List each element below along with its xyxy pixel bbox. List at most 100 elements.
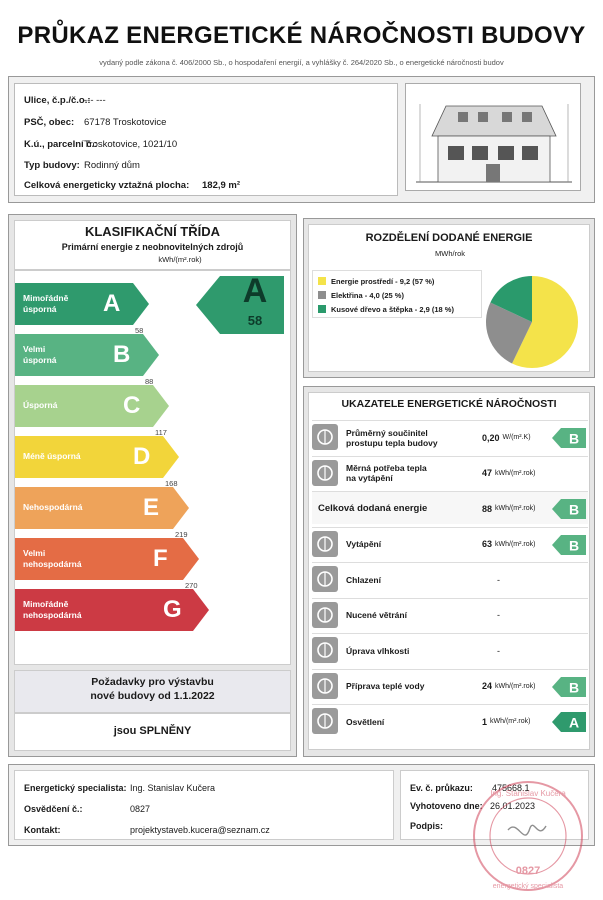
indicator-label: Měrná potřeba tepla na vytápění xyxy=(346,463,427,483)
specialist-label: Energetický specialista: xyxy=(24,783,127,793)
class-label-b: Velmi úsporná xyxy=(23,344,57,365)
indicator-value: 0,20 W/(m².K) xyxy=(482,421,531,454)
class-arrow-e: Nehospodárná E xyxy=(15,487,189,529)
class-threshold-f: 270 xyxy=(185,581,198,590)
indicator-number: 0,20 xyxy=(482,432,500,443)
svg-text:B: B xyxy=(569,502,579,518)
class-arrow-b: Velmi úsporná B xyxy=(15,334,159,376)
pie-slice xyxy=(512,276,578,368)
info-city-value: 67178 Troskotovice xyxy=(84,117,167,128)
class-arrow-d: Méně úsporná D xyxy=(15,436,179,478)
legend-label: Energie prostředí - 9,2 (57 %) xyxy=(331,276,435,286)
footer-left xyxy=(14,770,394,840)
indicator-label: Úprava vlhkosti xyxy=(346,645,410,656)
grade-badge: B xyxy=(552,499,586,524)
distribution-unit: MWh/rok xyxy=(435,249,465,258)
contact-value: projektystaveb.kucera@seznam.cz xyxy=(130,825,270,835)
legend-swatch xyxy=(318,291,326,299)
fan-icon xyxy=(312,601,338,628)
indicator-label: Příprava teplé vody xyxy=(346,681,425,691)
footer-right xyxy=(400,770,589,840)
class-threshold-a: 58 xyxy=(135,326,144,335)
class-letter-e: E xyxy=(143,494,160,521)
indicator-row: Osvětlení 1 kWh/(m².rok) A xyxy=(312,704,588,737)
house-envelope-icon xyxy=(312,424,338,450)
requirements-line2: nové budovy od 1.1.2022 xyxy=(90,690,215,702)
class-letter-c: C xyxy=(123,392,141,419)
house-sketch-icon xyxy=(416,104,572,183)
class-threshold-c: 117 xyxy=(155,428,167,437)
legend-item: Elektřina - 4,0 (25 %) xyxy=(318,289,404,301)
indicator-row: Chlazení - xyxy=(312,562,588,595)
issued-value: 26.01.2023 xyxy=(490,801,536,811)
building-info-inner xyxy=(14,83,398,196)
indicator-number: 24 xyxy=(482,681,493,691)
class-arrow-a: Mimořádně úsporná A xyxy=(15,283,149,325)
class-letter-a: A xyxy=(103,290,121,317)
class-label-d: Méně úsporná xyxy=(23,451,81,461)
cert-value: 0827 xyxy=(130,804,151,814)
specialist-value: Ing. Stanislav Kučera xyxy=(130,783,216,793)
stamp-text-top: Ing. Stanislav Kučera xyxy=(490,789,566,798)
svg-text:B: B xyxy=(569,431,579,447)
class-threshold-b: 88 xyxy=(145,377,154,386)
pie-slice xyxy=(486,302,532,364)
heat-demand-icon xyxy=(312,459,338,486)
result-arrow xyxy=(196,276,284,334)
result-letter: A xyxy=(242,272,268,310)
indicator-row: Příprava teplé vody 24 kWh/(m².rok) B xyxy=(312,668,588,702)
indicator-value: - xyxy=(497,610,500,620)
indicators-title: UKAZATELE ENERGETICKÉ NÁROČNOSTI xyxy=(341,398,557,410)
indicator-number: 63 xyxy=(482,539,493,549)
requirements-result-box xyxy=(14,713,291,751)
page-subtitle: vydaný podle zákona č. 406/2000 Sb., o h… xyxy=(99,58,504,67)
class-arrow-g: Mimořádně nehospodárná G xyxy=(15,589,209,631)
class-letter-b: B xyxy=(113,341,131,368)
info-area-value: 182,9 m² xyxy=(202,180,241,191)
distribution-panel xyxy=(303,218,595,378)
legend-swatch xyxy=(318,277,326,285)
indicators-panel xyxy=(303,386,595,757)
class-letter-d: D xyxy=(133,443,151,470)
info-type-value: Rodinný dům xyxy=(84,160,140,171)
info-street-label: Ulice, č.p./č.o.: xyxy=(24,95,91,106)
class-arrow-f: Velmi nehospodárná F xyxy=(15,538,199,580)
stamp-number: 0827 xyxy=(516,865,540,877)
svg-text:B: B xyxy=(569,679,579,695)
indicator-number: 88 xyxy=(482,503,493,514)
requirements-box xyxy=(14,670,291,713)
legend-label: Elektřina - 4,0 (25 %) xyxy=(331,290,404,300)
indicator-row: Vytápění 63 kWh/(m².rok) B xyxy=(312,526,588,560)
legend-item: Energie prostředí - 9,2 (57 %) xyxy=(318,275,434,287)
indicator-unit: kWh/(m².rok) xyxy=(495,682,536,690)
indicator-unit: W/(m².K) xyxy=(502,434,531,441)
indicator-value: - xyxy=(497,574,500,585)
official-stamp: Ing. Stanislav Kučera energetický specia… xyxy=(473,781,583,891)
info-street-value: --- --- xyxy=(84,95,106,106)
record-value: 475668.1 xyxy=(492,783,530,793)
info-type-label: Typ budovy: xyxy=(24,160,80,171)
grade-badge: A xyxy=(552,712,586,737)
requirements-line1: Požadavky pro výstavbu xyxy=(91,676,214,688)
class-threshold-e: 219 xyxy=(175,530,188,539)
classification-panel xyxy=(8,214,297,757)
humidity-icon xyxy=(312,637,338,663)
info-area-label: Celková energeticky vztažná plocha: xyxy=(24,180,190,191)
distribution-title: ROZDĚLENÍ DODANÉ ENERGIE xyxy=(365,232,533,244)
indicator-value: 47 kWh/(m².rok) xyxy=(482,457,535,490)
classification-unit: kWh/(m².rok) xyxy=(158,255,202,264)
distribution-pie-chart xyxy=(486,276,578,368)
class-threshold-d: 168 xyxy=(165,479,178,488)
record-label: Ev. č. průkazu: xyxy=(410,783,473,793)
grade-badge: B xyxy=(552,534,586,560)
class-label-e: Nehospodárná xyxy=(23,502,83,512)
legend-item: Kusové dřevo a štěpka - 2,9 (18 %) xyxy=(318,303,454,315)
indicator-unit: kWh/(m².rok) xyxy=(490,718,531,725)
indicator-label: Nucené větrání xyxy=(346,610,407,620)
class-letter-f: F xyxy=(153,545,168,572)
indicator-row: Měrná potřeba tepla na vytápění 47 kWh/(m².… xyxy=(312,455,588,490)
classification-subtitle: Primární energie z neobnovitelných zdroj… xyxy=(61,242,244,252)
sign-label: Podpis: xyxy=(410,821,443,831)
info-ku-label: K.ú., parcelní č.: xyxy=(24,139,98,150)
class-letter-g: G xyxy=(163,596,182,623)
